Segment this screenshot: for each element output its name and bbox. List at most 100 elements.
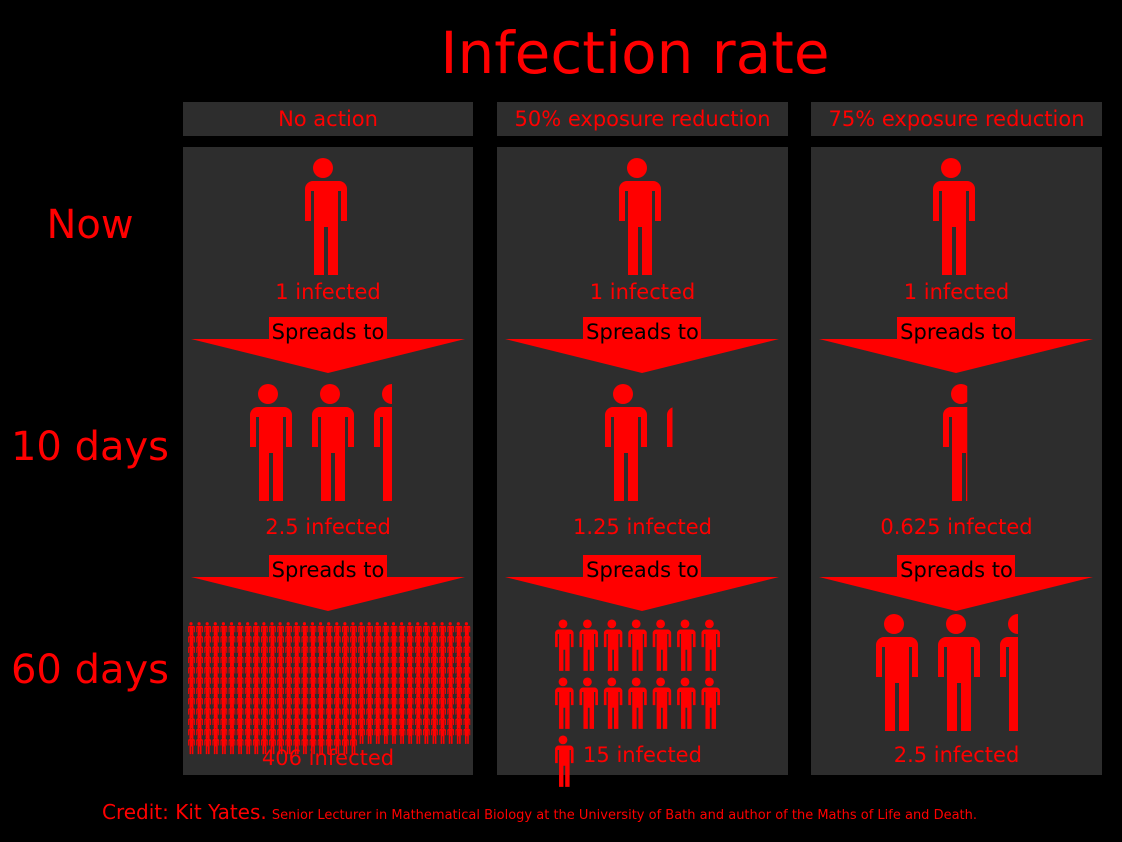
people-10-days (250, 384, 392, 501)
now-infected-label: 1 infected (903, 280, 1010, 304)
credit-author: Credit: Kit Yates. (102, 800, 267, 824)
person-icon (312, 384, 354, 501)
spreads-to-label: Spreads to (271, 320, 385, 344)
person-icon (325, 735, 333, 755)
person-icon (447, 725, 455, 744)
person-icon (261, 735, 268, 755)
person-icon (933, 158, 975, 275)
down-arrow-icon (505, 317, 779, 373)
row-label-10-days: 10 days (10, 424, 170, 470)
down-arrow-icon (191, 555, 465, 611)
person-icon (269, 735, 276, 755)
person-icon (701, 677, 720, 729)
spreads-to-label: Spreads to (900, 320, 1013, 344)
day60-infected-label: 15 infected (583, 743, 702, 767)
person-icon (382, 725, 390, 744)
people-60-days (188, 622, 471, 755)
person-icon (305, 158, 347, 275)
person-icon (374, 384, 392, 501)
person-icon (943, 384, 968, 501)
person-icon (333, 735, 341, 755)
person-icon (423, 725, 430, 744)
person-icon (579, 619, 598, 671)
person-icon (196, 735, 203, 755)
column-panel-75-reduction: 1 infected Spreads to 0.625 infected Spr… (811, 147, 1102, 775)
row-label-60-days: 60 days (10, 647, 170, 693)
spreads-to-label: Spreads to (586, 320, 699, 344)
person-icon (677, 677, 696, 729)
spreads-to-label: Spreads to (586, 558, 699, 582)
person-icon (652, 677, 672, 729)
person-icon (628, 619, 647, 671)
person-icon (1000, 614, 1018, 731)
person-icon (701, 619, 720, 671)
people-now (933, 158, 975, 275)
people-60-days (555, 619, 720, 787)
day10-infected-label: 0.625 infected (880, 515, 1033, 539)
person-icon (431, 725, 438, 744)
person-icon (463, 725, 471, 744)
spreads-to-label: Spreads to (271, 558, 385, 582)
people-10-days (605, 384, 673, 501)
column-header-75-reduction: 75% exposure reduction (811, 102, 1102, 136)
person-icon (204, 735, 212, 755)
person-icon (244, 735, 252, 755)
day60-infected-label: 2.5 infected (893, 743, 1020, 767)
person-icon (555, 619, 574, 671)
person-icon (301, 735, 309, 755)
person-icon (667, 407, 673, 447)
person-icon (455, 725, 463, 744)
page-title: Infection rate (440, 19, 830, 87)
person-icon (212, 735, 220, 755)
person-icon (228, 735, 236, 755)
person-icon (555, 677, 574, 729)
person-icon (677, 619, 696, 671)
column-panel-no-action: 1 infected Spreads to 2.5 infected Sprea… (183, 147, 473, 775)
row-label-now: Now (46, 202, 134, 248)
credit-line: Credit: Kit Yates. Senior Lecturer in Ma… (102, 800, 977, 824)
person-icon (938, 614, 980, 731)
person-icon (309, 735, 317, 755)
day10-infected-label: 1.25 infected (573, 515, 712, 539)
person-icon (285, 735, 293, 755)
person-icon (603, 677, 623, 729)
person-icon (406, 725, 414, 744)
person-icon (293, 735, 301, 755)
person-icon (220, 735, 228, 755)
person-icon (252, 735, 260, 755)
person-icon (350, 735, 357, 755)
people-now (305, 158, 347, 275)
person-icon (579, 677, 598, 729)
day60-infected-label: 406 infected (261, 746, 395, 770)
person-icon (358, 725, 365, 744)
column-panel-50-reduction: 1 infected Spreads to 1.25 infected Spre… (497, 147, 788, 787)
person-icon (277, 735, 284, 755)
person-icon (390, 725, 398, 744)
person-icon (317, 735, 325, 755)
person-icon (619, 158, 661, 275)
spreads-to-label: Spreads to (900, 558, 1013, 582)
person-icon (876, 614, 918, 731)
person-icon (439, 725, 446, 744)
person-icon (188, 735, 195, 755)
down-arrow-icon (819, 317, 1093, 373)
down-arrow-icon (505, 555, 779, 611)
column-header-50-reduction: 50% exposure reduction (497, 102, 788, 136)
person-icon (398, 725, 406, 744)
now-infected-label: 1 infected (275, 280, 381, 304)
day10-infected-label: 2.5 infected (265, 515, 391, 539)
credit-detail: Senior Lecturer in Mathematical Biology … (271, 808, 978, 823)
person-icon (342, 735, 349, 755)
person-icon (603, 619, 623, 671)
down-arrow-icon (819, 555, 1093, 611)
people-now (619, 158, 661, 275)
person-icon (366, 725, 374, 744)
person-icon (414, 725, 422, 744)
person-icon (652, 619, 672, 671)
person-icon (628, 677, 647, 729)
person-icon (555, 735, 574, 787)
people-60-days (876, 614, 1018, 731)
person-icon (605, 384, 647, 501)
down-arrow-icon (191, 317, 465, 373)
person-icon (250, 384, 292, 501)
